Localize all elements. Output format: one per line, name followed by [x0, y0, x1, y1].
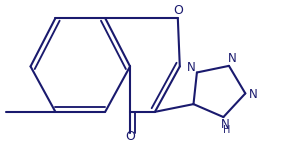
- Text: H: H: [223, 125, 230, 135]
- Text: O: O: [173, 4, 183, 17]
- Text: O: O: [125, 129, 135, 143]
- Text: N: N: [221, 118, 230, 131]
- Text: N: N: [249, 88, 258, 101]
- Text: N: N: [228, 52, 237, 65]
- Text: N: N: [187, 61, 195, 74]
